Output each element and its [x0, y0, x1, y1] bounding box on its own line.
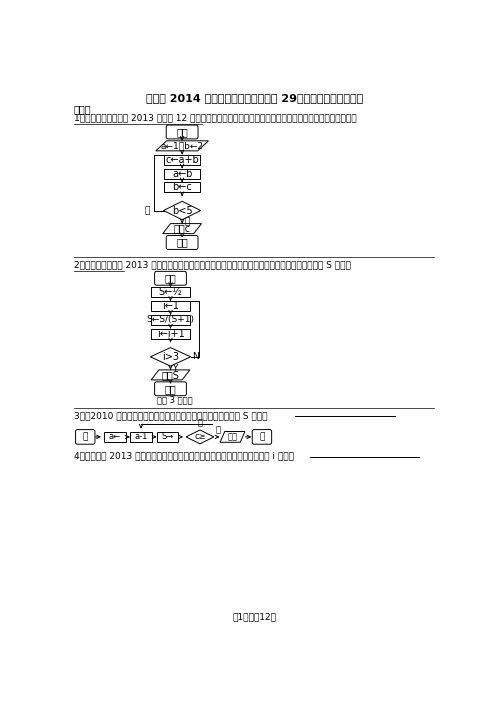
Polygon shape	[156, 141, 208, 151]
FancyBboxPatch shape	[75, 430, 95, 444]
FancyBboxPatch shape	[157, 432, 178, 442]
Text: 2．（徐州、宿迁市 2013 届高三年级第三次模拟考试数学试卷）右图是一个算法流程图，则输出的 S 的值是: 2．（徐州、宿迁市 2013 届高三年级第三次模拟考试数学试卷）右图是一个算法流…	[73, 260, 351, 269]
FancyBboxPatch shape	[164, 154, 200, 165]
FancyBboxPatch shape	[166, 125, 198, 139]
FancyBboxPatch shape	[164, 183, 200, 192]
Text: 结束: 结束	[165, 384, 177, 394]
Text: b←c: b←c	[172, 183, 192, 192]
FancyBboxPatch shape	[151, 287, 190, 297]
Text: b<5: b<5	[172, 206, 192, 216]
Text: 结束: 结束	[176, 237, 188, 248]
Text: （第 3 题图）: （第 3 题图）	[157, 395, 192, 404]
Text: 1．（江苏省苏南四校 2013 届高三 12 月月考试数学试题）已知某算法的流程图如下图所示，则输出的结果是: 1．（江苏省苏南四校 2013 届高三 12 月月考试数学试题）已知某算法的流程…	[73, 114, 356, 123]
Text: 输出c: 输出c	[174, 224, 190, 234]
Text: S→: S→	[161, 432, 174, 442]
Text: 开: 开	[82, 432, 88, 442]
Polygon shape	[164, 201, 201, 220]
Text: 结: 结	[259, 432, 265, 442]
Text: a←1，b←2: a←1，b←2	[161, 141, 204, 150]
Text: 填空题: 填空题	[73, 104, 91, 114]
Polygon shape	[150, 347, 190, 366]
FancyBboxPatch shape	[155, 382, 186, 396]
FancyBboxPatch shape	[155, 272, 186, 285]
Text: 开始: 开始	[165, 273, 177, 284]
Polygon shape	[151, 370, 190, 380]
Text: a←: a←	[109, 432, 121, 442]
Text: 第1页，共12页: 第1页，共12页	[232, 613, 276, 621]
Text: Y: Y	[172, 364, 178, 373]
Text: S←½: S←½	[159, 287, 183, 297]
Text: c≥: c≥	[194, 432, 206, 442]
Text: 是: 是	[145, 206, 150, 215]
Text: 输出: 输出	[228, 432, 238, 442]
Text: i←1: i←1	[162, 301, 179, 311]
Text: i←i+1: i←i+1	[157, 329, 185, 339]
FancyBboxPatch shape	[151, 301, 190, 311]
FancyBboxPatch shape	[130, 432, 152, 442]
Text: 江苏省 2014 届一轮复习数学试题选编 29：算法初步（学生版）: 江苏省 2014 届一轮复习数学试题选编 29：算法初步（学生版）	[145, 93, 363, 103]
Text: 是: 是	[216, 425, 221, 435]
Polygon shape	[186, 430, 214, 444]
Text: 否: 否	[197, 418, 202, 428]
Text: 输出S: 输出S	[162, 370, 180, 380]
Polygon shape	[220, 432, 245, 442]
FancyBboxPatch shape	[166, 236, 198, 249]
Text: N: N	[192, 352, 199, 362]
Text: 3．（2010 年高考（江苏））右图是一个算法的流程图，则输出 S 的值是: 3．（2010 年高考（江苏））右图是一个算法的流程图，则输出 S 的值是	[73, 411, 267, 420]
Text: i>3: i>3	[162, 352, 179, 362]
Text: S←S/(S+1): S←S/(S+1)	[146, 315, 194, 324]
Polygon shape	[163, 224, 201, 234]
FancyBboxPatch shape	[151, 329, 190, 339]
Text: c←a+b: c←a+b	[165, 154, 199, 165]
Text: a-1: a-1	[134, 432, 148, 442]
FancyBboxPatch shape	[104, 432, 125, 442]
Text: 开始: 开始	[176, 127, 188, 137]
Text: 4．（江苏省 2013 届三高考压轴数学试题）阅读右侧程序框图，输出的结果 i 的值为: 4．（江苏省 2013 届三高考压轴数学试题）阅读右侧程序框图，输出的结果 i …	[73, 451, 294, 461]
Text: a←b: a←b	[172, 168, 192, 178]
FancyBboxPatch shape	[151, 315, 190, 325]
FancyBboxPatch shape	[252, 430, 272, 444]
Text: 否: 否	[185, 218, 190, 227]
FancyBboxPatch shape	[164, 168, 200, 178]
